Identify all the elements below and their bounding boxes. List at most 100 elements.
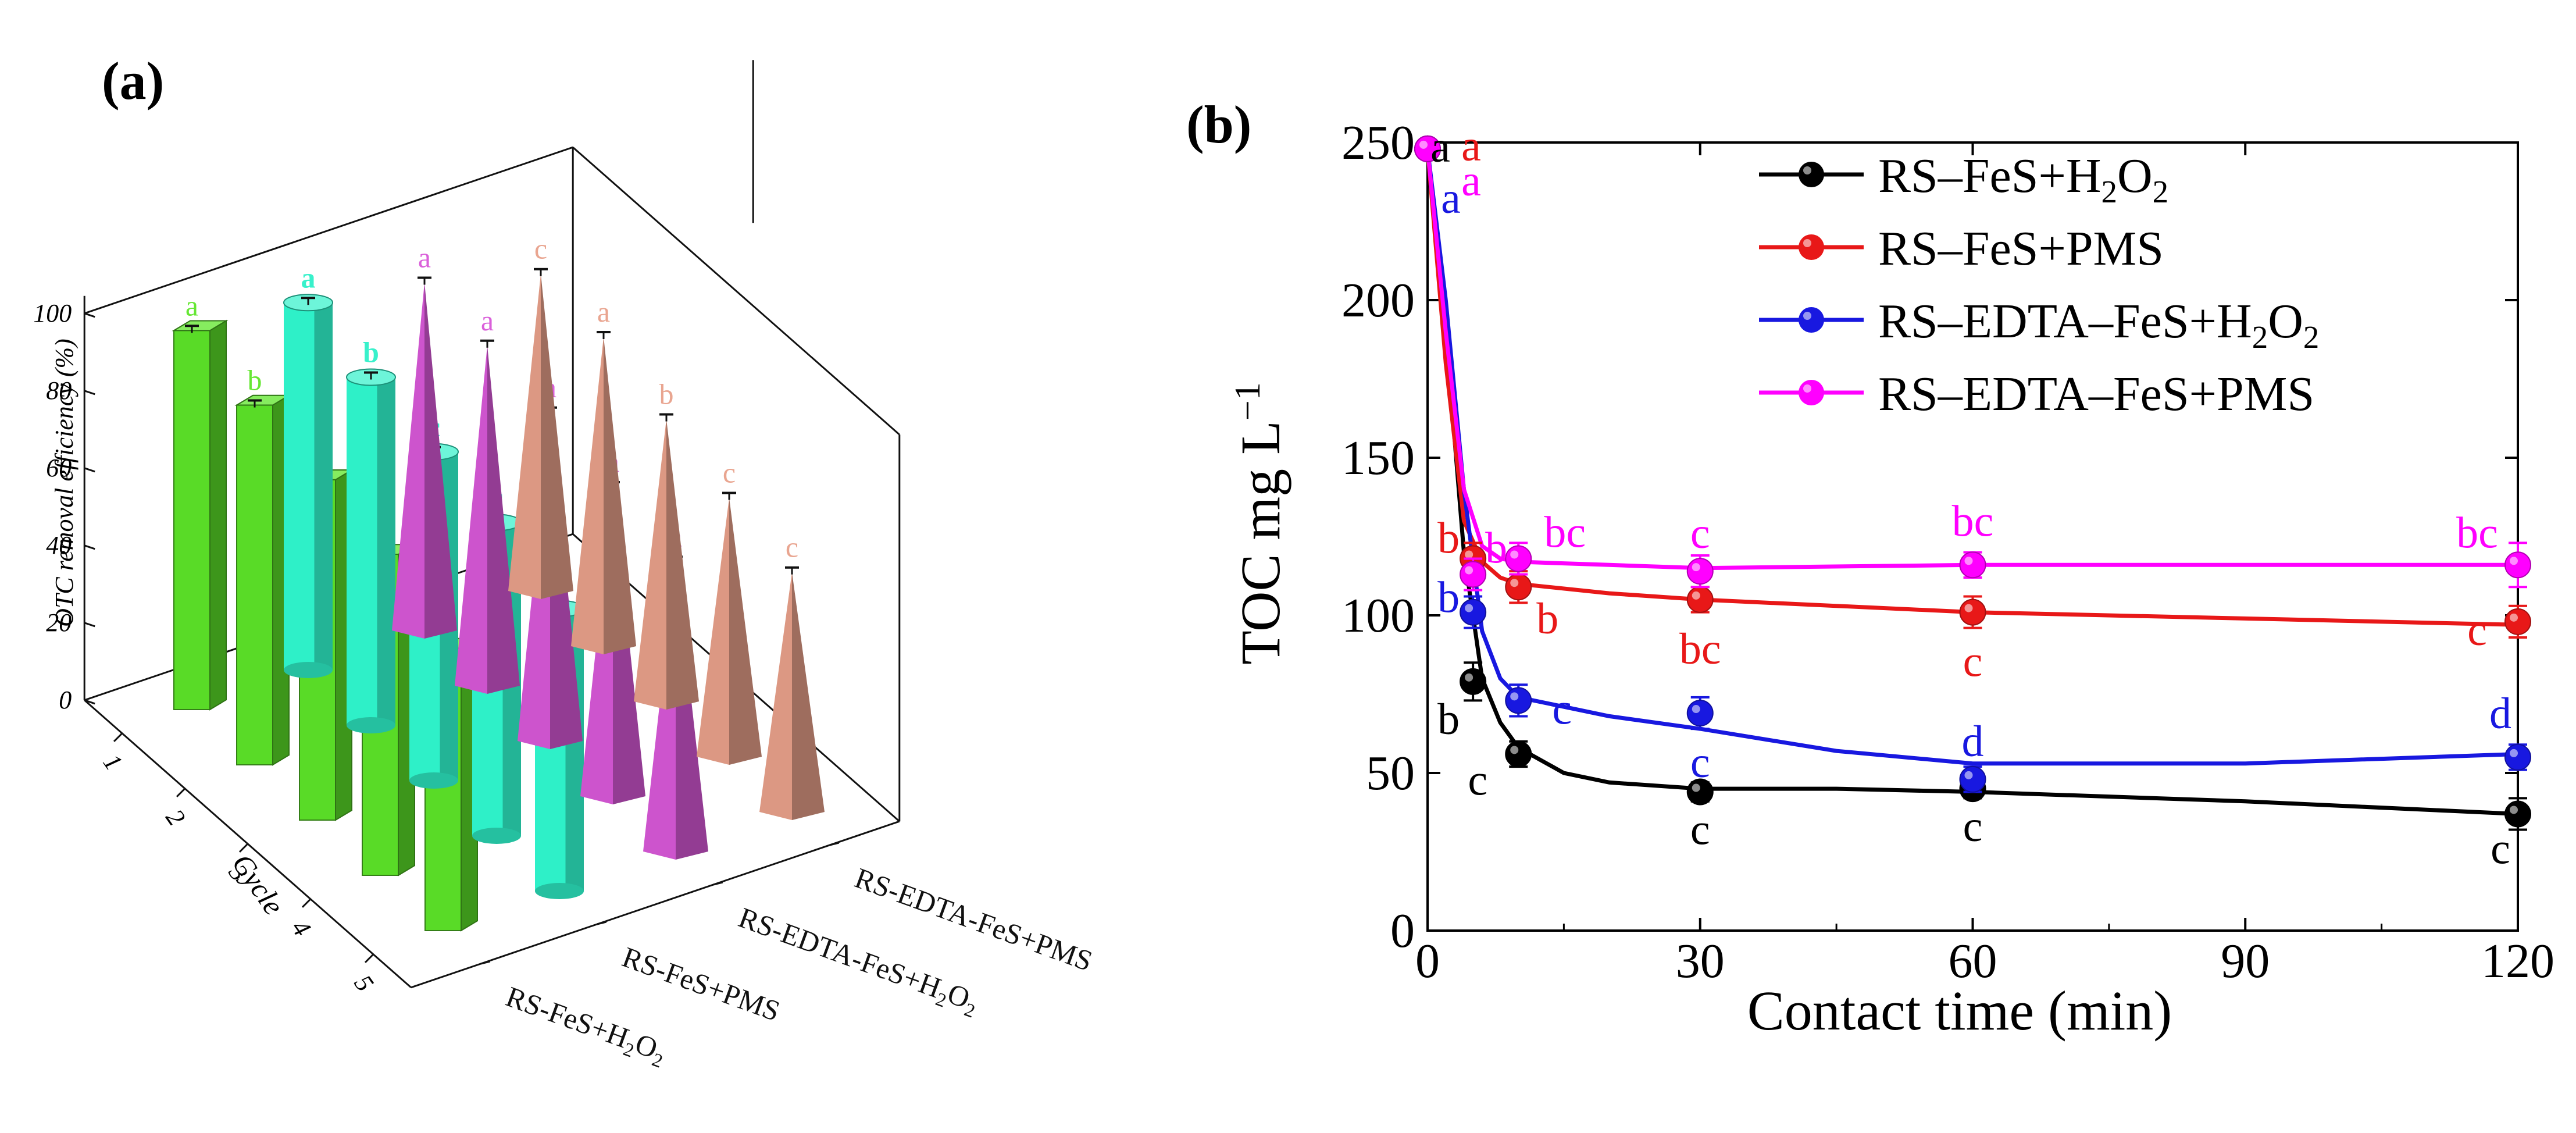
significance-letter: d: [2489, 689, 2511, 738]
z-tick-label: 0: [59, 686, 72, 714]
z-tick: [84, 467, 95, 473]
cycle-tick: [176, 788, 186, 797]
significance-letter: a: [1461, 122, 1481, 170]
data-point: [1460, 595, 1487, 629]
z-tick: [84, 312, 95, 318]
bar-top-face: [172, 320, 229, 332]
x-tick-label: 30: [1676, 934, 1725, 988]
point-marker: [1460, 561, 1487, 588]
significance-letter: a: [1441, 174, 1461, 223]
point-highlight: [1465, 604, 1473, 612]
bar-significance-letter: c: [534, 233, 547, 265]
y-tick-label: 50: [1366, 746, 1415, 800]
significance-letter: c: [1552, 685, 1572, 733]
data-point: [2504, 541, 2531, 589]
bar-cone: c: [508, 233, 573, 599]
data-point: [1460, 557, 1487, 592]
bar-left-face: [759, 572, 792, 820]
bar-significance-letter: a: [185, 289, 198, 322]
panel-b-legend: RS–FeS+H2O2 RS–FeS+PMS RS–EDTA–FeS+H2O2 RS–…: [1759, 149, 2319, 421]
significance-letter: c: [2491, 824, 2510, 873]
significance-letter: c: [1963, 637, 1983, 686]
data-point: [1686, 696, 1714, 731]
z-tick-label: 60: [46, 454, 72, 482]
x-tick-label: 90: [2221, 934, 2270, 988]
bar-cylinder: b: [346, 336, 396, 733]
bar-left-face: [697, 497, 729, 765]
data-point: [1959, 595, 1986, 629]
bar-front-face: [236, 404, 273, 765]
bar-right-face: [792, 572, 825, 820]
data-point: [1414, 135, 1441, 162]
data-point: [1505, 570, 1532, 604]
panel-a-x-axis-label: Cycle: [226, 848, 290, 921]
point-highlight: [1510, 746, 1519, 754]
legend-entry: RS–EDTA–FeS+PMS: [1759, 367, 2314, 421]
panel-b-data-points: [1414, 135, 2531, 831]
point-marker: [1505, 545, 1532, 572]
bar-left-face: [392, 282, 424, 639]
bar-left-face: [455, 345, 487, 694]
bar-right-face: [424, 282, 457, 639]
z-tick-label: 20: [46, 608, 72, 637]
bar-cuboid: b: [234, 364, 291, 766]
significance-letter: c: [1690, 806, 1710, 854]
cycle-tick-label: 5: [348, 970, 379, 996]
bar-base: [535, 883, 584, 899]
legend-entry: RS–FeS+H2O2: [1759, 149, 2168, 209]
series-tick: [480, 960, 491, 965]
point-marker: [1959, 598, 1986, 626]
point-highlight: [2510, 613, 2518, 622]
bar-pyramid: a: [392, 241, 457, 639]
point-marker: [2504, 800, 2531, 828]
point-highlight: [1510, 550, 1519, 559]
z-tick: [84, 544, 95, 550]
series-tick: [829, 842, 840, 846]
point-marker: [1460, 668, 1487, 695]
point-highlight: [1692, 591, 1700, 600]
point-highlight: [1465, 566, 1473, 575]
data-point: [1959, 551, 1986, 579]
y-tick-label: 0: [1390, 904, 1415, 958]
z-tick: [84, 699, 95, 705]
point-highlight: [1510, 692, 1519, 701]
legend-marker-highlight: [1803, 312, 1811, 320]
y-tick-label: 150: [1341, 431, 1415, 485]
bar-base: [409, 772, 458, 789]
z-tick-label: 100: [33, 299, 72, 327]
bar-right-face: [487, 345, 520, 694]
bar-cylinder: a: [283, 261, 333, 678]
panel-a-z-ticks: 0 20 40 60 80 100: [33, 299, 95, 714]
legend-marker: [1799, 307, 1824, 333]
legend-label: RS–EDTA–FeS+PMS: [1878, 367, 2314, 421]
data-point: [2504, 797, 2531, 831]
significance-letter: c: [1690, 509, 1710, 558]
point-highlight: [1964, 604, 1973, 612]
point-marker: [1959, 551, 1986, 579]
point-highlight: [1692, 563, 1700, 572]
bar-cone: c: [697, 456, 762, 765]
significance-letter: bc: [2456, 508, 2498, 557]
data-point: [1505, 541, 1532, 576]
point-marker: [2504, 608, 2531, 635]
legend-marker-highlight: [1803, 384, 1811, 393]
panel-a-bars: abccdabcccaaaaacabcc: [172, 233, 825, 932]
point-highlight: [1964, 771, 1973, 779]
significance-letter: a: [1430, 123, 1450, 172]
bar-significance-letter: b: [363, 336, 379, 369]
bar-pyramid: a: [455, 304, 520, 694]
bar-shadow: [314, 302, 333, 670]
significance-letter: c: [1690, 738, 1710, 787]
point-highlight: [2510, 557, 2518, 565]
panel-b-x-axis-label: Contact time (min): [1747, 979, 2172, 1042]
z-tick-label: 40: [46, 531, 72, 560]
legend-marker-highlight: [1803, 239, 1811, 247]
bar-right-face: [666, 419, 699, 710]
legend-entry: RS–FeS+PMS: [1759, 222, 2164, 276]
bar-side-face: [209, 319, 227, 711]
point-highlight: [1419, 140, 1428, 149]
bar-base: [472, 828, 521, 844]
cycle-tick: [301, 898, 312, 908]
